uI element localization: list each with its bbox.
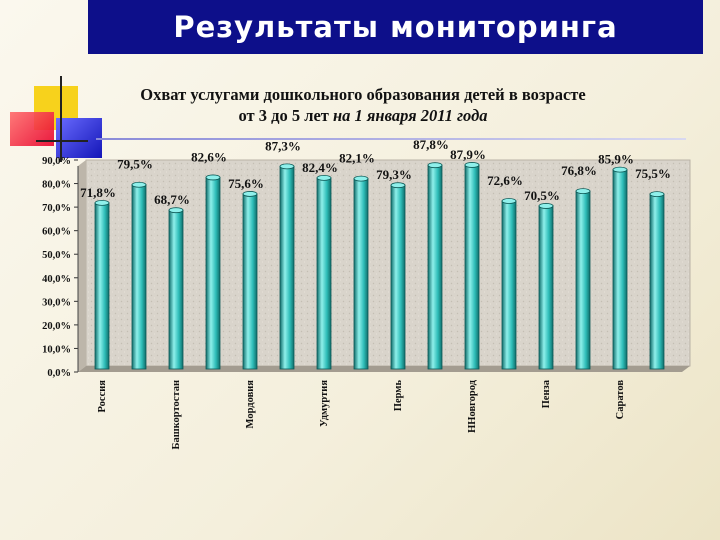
y-tick-label: 50,0%	[42, 250, 71, 261]
y-tick-label: 0,0%	[47, 368, 71, 379]
bar-value-label: 75,6%	[228, 176, 264, 191]
y-tick-label: 90,0%	[42, 156, 71, 167]
x-category-label: Удмуртия	[319, 380, 330, 427]
bar-cap	[94, 199, 110, 206]
x-category-label: ННовгород	[467, 379, 478, 433]
x-category-label: Мордовия	[245, 380, 256, 429]
bar	[316, 177, 332, 370]
bar-cap	[612, 166, 628, 173]
bar	[279, 165, 295, 370]
y-tick-label: 10,0%	[42, 344, 71, 355]
decor-vertical-line	[60, 76, 62, 162]
bar	[501, 200, 517, 370]
plot-side-wall	[78, 160, 86, 372]
x-category-label: Саратов	[615, 380, 626, 420]
bar-cap	[168, 207, 184, 214]
y-tick-label: 70,0%	[42, 203, 71, 214]
bar-cap	[427, 162, 443, 169]
bar-value-label: 79,3%	[376, 167, 412, 182]
bar	[390, 184, 406, 370]
bar-value-label: 76,8%	[561, 163, 597, 178]
bar	[168, 209, 184, 370]
decor-square-blue	[56, 118, 102, 158]
bar-value-label: 82,4%	[302, 160, 338, 175]
bar-value-label: 75,5%	[635, 166, 671, 181]
x-category-label: Башкортостан	[171, 380, 182, 449]
bar-cap	[538, 203, 554, 209]
bar-value-label: 70,5%	[524, 188, 560, 203]
bar	[205, 177, 221, 370]
bar-cap	[131, 181, 147, 188]
x-category-label: Россия	[97, 380, 108, 413]
y-tick-label: 40,0%	[42, 274, 71, 285]
bar-cap	[464, 162, 480, 168]
bar-value-label: 85,9%	[598, 152, 634, 167]
bar-value-label: 79,5%	[117, 157, 153, 172]
bar-cap	[390, 182, 406, 189]
bar-value-label: 87,9%	[450, 147, 486, 162]
bar-value-label: 82,6%	[191, 149, 227, 164]
bar	[612, 169, 628, 370]
bar-cap	[575, 188, 591, 194]
bar	[575, 190, 591, 370]
y-tick-label: 80,0%	[42, 180, 71, 191]
bar-cap	[649, 191, 665, 198]
header-band: Результаты мониторинга	[88, 0, 703, 54]
bar-cap	[242, 191, 258, 197]
bar-cap	[205, 174, 221, 181]
x-category-label: Пермь	[393, 380, 404, 412]
bar	[94, 202, 110, 370]
bar	[649, 193, 665, 370]
chart-title-line1: Охват услугами дошкольного образования д…	[140, 85, 586, 104]
bar-cap	[353, 175, 369, 182]
x-category-label: Пенза	[541, 379, 552, 408]
bar	[353, 178, 369, 370]
decor-divider-line	[96, 138, 686, 140]
y-tick-label: 30,0%	[42, 297, 71, 308]
bar-value-label: 72,6%	[487, 173, 523, 188]
bar-cap	[316, 175, 332, 181]
y-tick-label: 60,0%	[42, 227, 71, 238]
y-tick-label: 20,0%	[42, 321, 71, 332]
bar-value-label: 87,8%	[413, 137, 449, 152]
page-title: Результаты мониторинга	[173, 10, 618, 44]
bar	[242, 193, 258, 370]
bar	[464, 164, 480, 370]
chart-title-line2-date: на 1 января 2011 года	[333, 106, 488, 125]
bar-cap	[501, 198, 517, 204]
chart-title: Охват услугами дошкольного образования д…	[88, 84, 638, 126]
bar	[427, 164, 443, 370]
bar-value-label: 82,1%	[339, 151, 375, 166]
chart-title-line2-prefix: от 3 до 5 лет	[238, 106, 334, 125]
bar	[131, 184, 147, 370]
bar-value-label: 71,8%	[80, 185, 116, 200]
chart-title-line2: от 3 до 5 лет на 1 января 2011 года	[88, 105, 638, 126]
decor-horizontal-line	[36, 140, 88, 142]
bar-value-label: 68,7%	[154, 192, 190, 207]
plot-floor	[78, 366, 690, 372]
bar-cap	[279, 163, 295, 170]
bar	[538, 205, 554, 370]
bar-value-label: 87,3%	[265, 138, 301, 153]
